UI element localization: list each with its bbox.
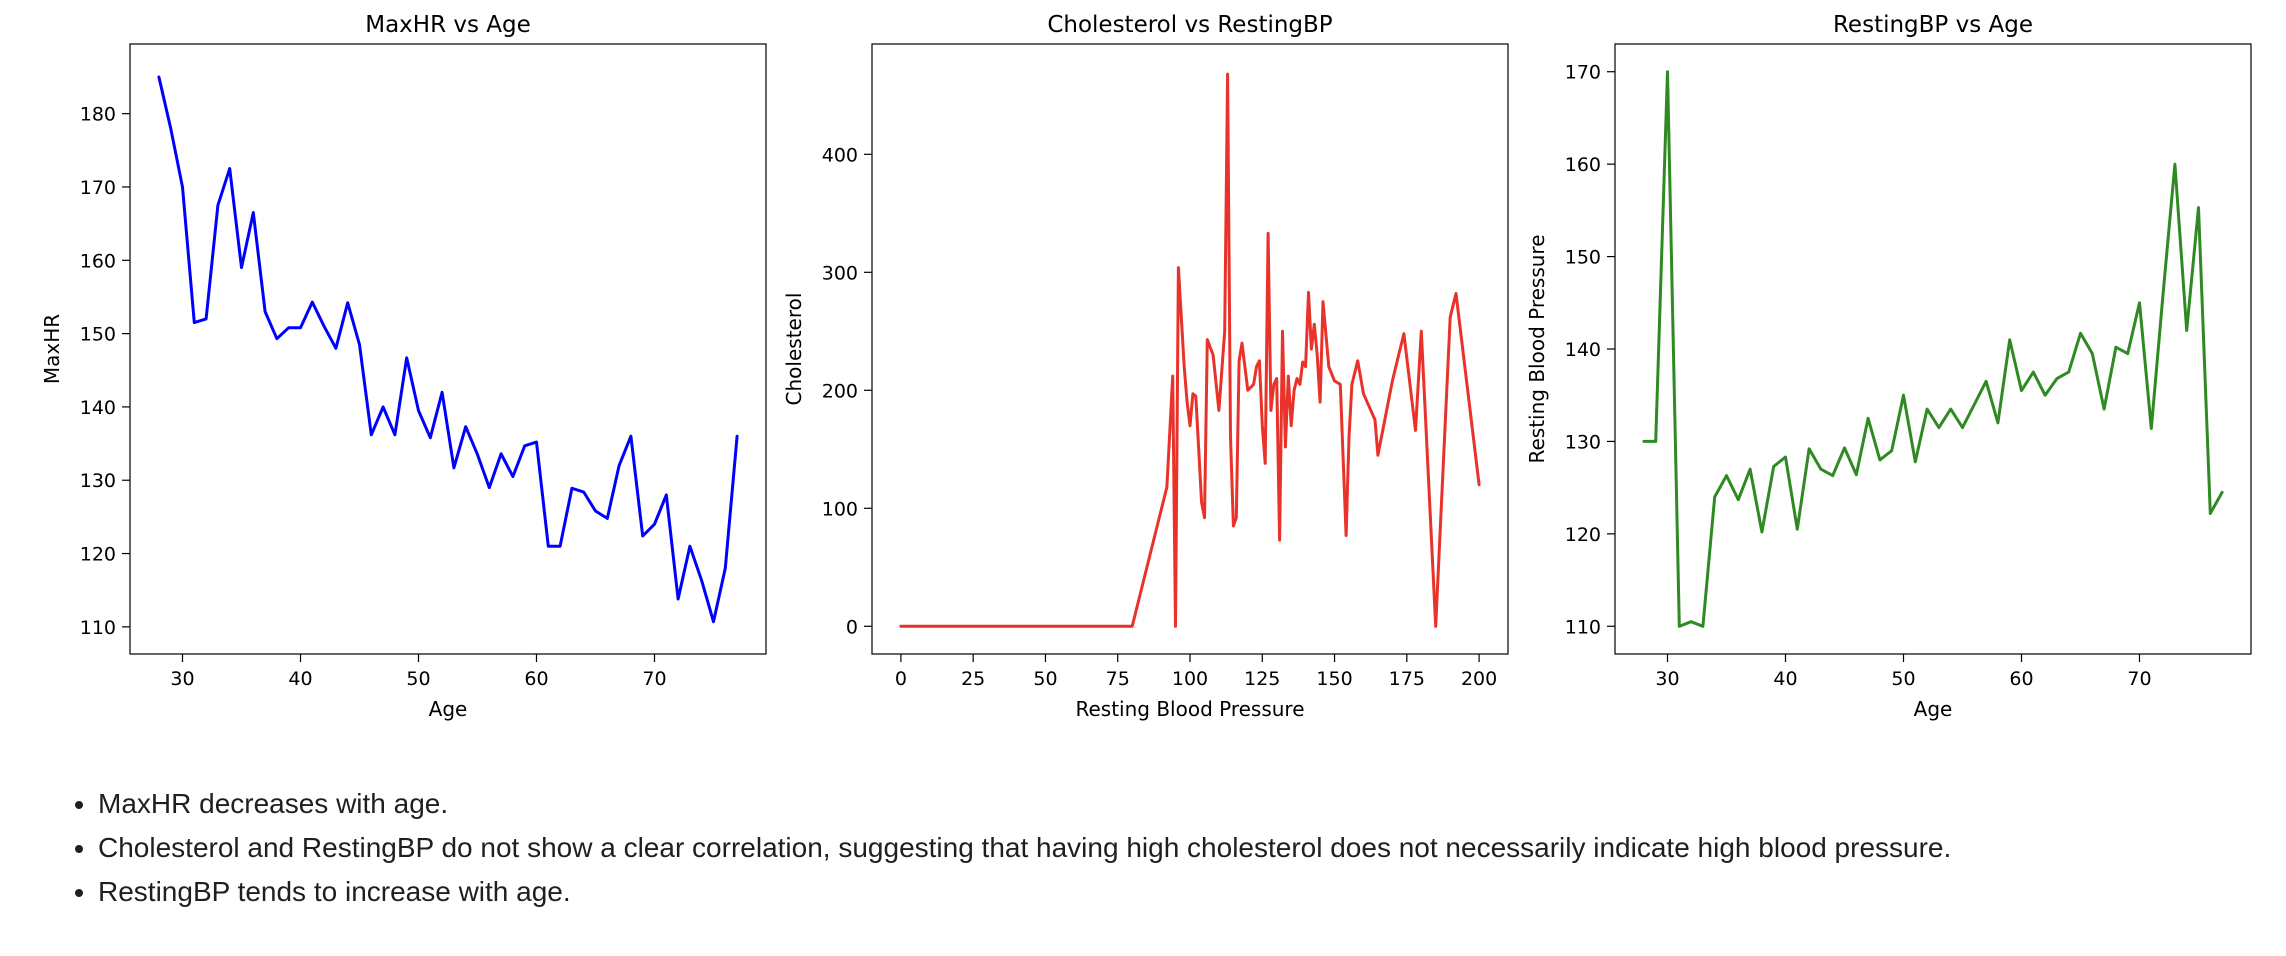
y-tick-label: 110	[80, 617, 116, 639]
y-axis-label: MaxHR	[40, 314, 64, 384]
y-tick-label: 300	[822, 262, 858, 284]
y-tick-label: 130	[80, 470, 116, 492]
y-tick-label: 160	[1565, 154, 1601, 176]
x-axis-label: Resting Blood Pressure	[1075, 697, 1304, 721]
charts-figure: 30 40 50 60 70 110 120 130 140 150 160 170 180 MaxHR …	[40, 12, 2252, 721]
series-line	[899, 72, 1481, 628]
observation-item: MaxHR decreases with age.	[98, 782, 1951, 826]
y-tick-label: 0	[846, 616, 858, 638]
x-tick-label: 50	[1891, 668, 1915, 690]
x-tick-label: 200	[1461, 668, 1497, 690]
x-tick-label: 0	[895, 668, 907, 690]
axes-frame	[1614, 43, 2252, 655]
series-line	[1642, 70, 2224, 628]
chart-title: Cholesterol vs RestingBP	[1047, 12, 1332, 38]
x-tick-label: 100	[1172, 668, 1208, 690]
axes-frame	[871, 43, 1509, 655]
x-tick-label: 50	[406, 668, 430, 690]
y-tick-label: 150	[1565, 247, 1601, 269]
chart-title: RestingBP vs Age	[1833, 12, 2033, 38]
x-tick-label: 25	[961, 668, 985, 690]
x-tick-label: 75	[1106, 668, 1130, 690]
y-tick-label: 120	[1565, 524, 1601, 546]
x-tick-label: 30	[170, 668, 194, 690]
observation-item: Cholesterol and RestingBP do not show a …	[98, 826, 1951, 870]
observation-item: RestingBP tends to increase with age.	[98, 870, 1951, 914]
x-tick-label: 70	[642, 668, 666, 690]
x-tick-label: 50	[1033, 668, 1057, 690]
y-tick-label: 160	[80, 250, 116, 272]
x-tick-label: 70	[2127, 668, 2151, 690]
y-tick-label: 150	[80, 324, 116, 346]
axes-frame	[129, 43, 767, 655]
y-axis-label: Resting Blood Pressure	[1525, 234, 1549, 463]
chart-title: MaxHR vs Age	[365, 12, 531, 38]
y-tick-label: 140	[80, 397, 116, 419]
x-tick-label: 125	[1244, 668, 1280, 690]
y-tick-label: 110	[1565, 616, 1601, 638]
y-tick-label: 200	[822, 380, 858, 402]
y-tick-label: 130	[1565, 431, 1601, 453]
y-tick-label: 140	[1565, 339, 1601, 361]
x-tick-label: 40	[1773, 668, 1797, 690]
y-tick-label: 120	[80, 544, 116, 566]
x-tick-label: 150	[1316, 668, 1352, 690]
figure: 30 40 50 60 70 110 120 130 140 150 160 170 180 MaxHR …	[40, 12, 2252, 721]
y-tick-label: 180	[80, 104, 116, 126]
y-tick-label: 100	[822, 498, 858, 520]
y-tick-label: 170	[80, 177, 116, 199]
x-tick-label: 30	[1655, 668, 1679, 690]
observations-list: MaxHR decreases with age. Cholesterol an…	[56, 782, 1951, 914]
x-tick-label: 40	[288, 668, 312, 690]
y-axis-label: Cholesterol	[782, 293, 806, 406]
x-axis-label: Age	[429, 697, 468, 721]
x-tick-label: 60	[524, 668, 548, 690]
y-tick-label: 170	[1565, 62, 1601, 84]
series-line	[157, 75, 739, 624]
x-tick-label: 175	[1389, 668, 1425, 690]
x-axis-label: Age	[1914, 697, 1953, 721]
x-tick-label: 60	[2009, 668, 2033, 690]
y-tick-label: 400	[822, 144, 858, 166]
